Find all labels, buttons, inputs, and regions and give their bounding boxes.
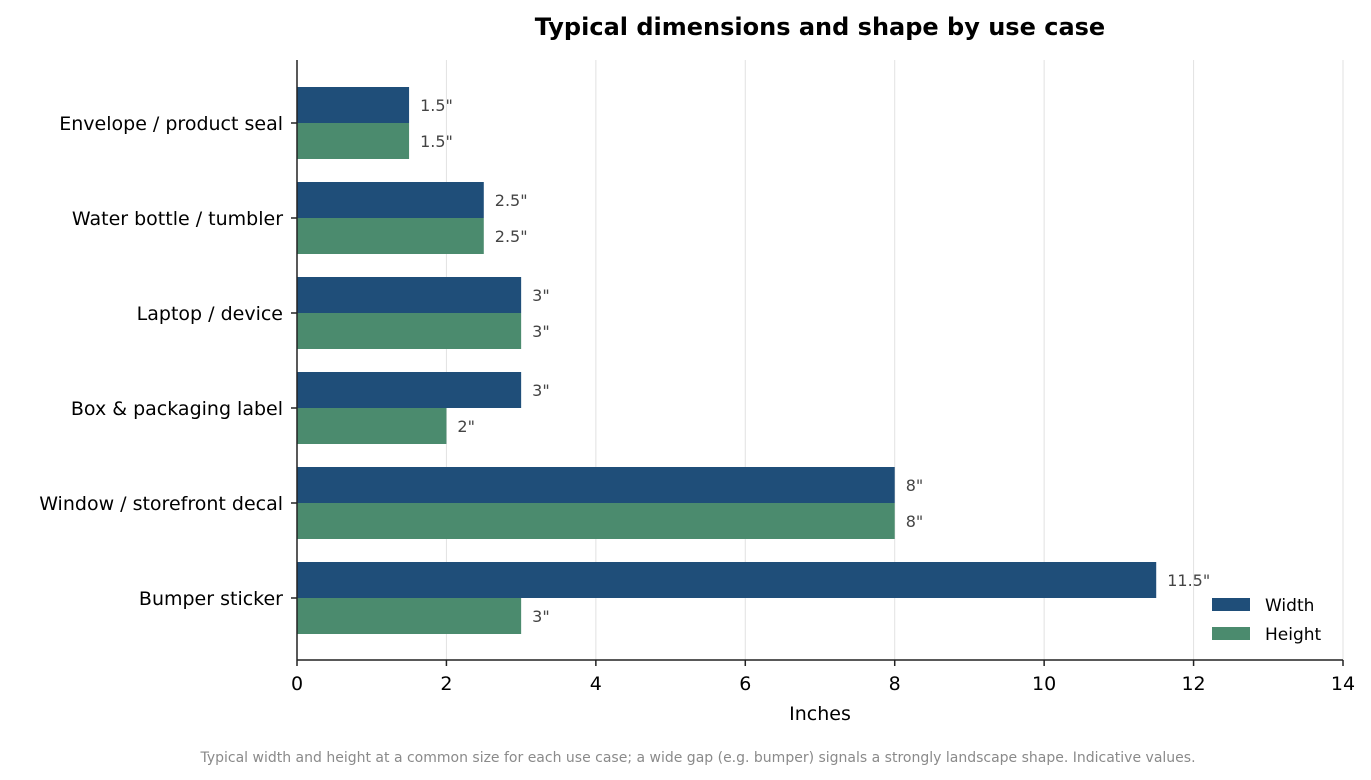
x-tick-label-10: 10 — [1032, 673, 1056, 695]
x-tick-label-8: 8 — [889, 673, 901, 695]
value-label-height-envelope-product-seal: 1.5" — [420, 132, 453, 151]
bar-height-water-bottle-tumbler — [297, 218, 484, 254]
x-tick-label-14: 14 — [1331, 673, 1355, 695]
value-labels: 1.5" 1.5" 2.5" 2.5" 3" 3" 3" 2" 8" 8" 11.5" 3" — [420, 96, 1210, 626]
legend-swatch-height — [1212, 627, 1250, 640]
bar-width-bumper-sticker — [297, 562, 1157, 598]
legend-swatch-width — [1212, 598, 1250, 611]
category-label-box-packaging-label: Box & packaging label — [71, 398, 283, 420]
bar-width-envelope-product-seal — [297, 87, 410, 123]
value-label-width-laptop-device: 3" — [532, 286, 550, 305]
x-tick-labels: 0 2 4 6 8 10 12 14 — [291, 673, 1355, 695]
bar-width-box-packaging-label — [297, 372, 522, 408]
value-label-height-laptop-device: 3" — [532, 322, 550, 341]
category-label-bumper-sticker: Bumper sticker — [139, 588, 283, 610]
legend-label-height: Height — [1265, 625, 1322, 645]
footnote: Typical width and height at a common siz… — [199, 750, 1195, 766]
bar-height-bumper-sticker — [297, 598, 522, 634]
value-label-height-bumper-sticker: 3" — [532, 607, 550, 626]
x-tick-label-2: 2 — [440, 673, 452, 695]
x-tick-label-12: 12 — [1181, 673, 1205, 695]
x-tick-label-4: 4 — [590, 673, 602, 695]
grid-lines — [445, 60, 1344, 660]
value-label-height-water-bottle-tumbler: 2.5" — [495, 227, 528, 246]
chart-title: Typical dimensions and shape by use case — [535, 13, 1105, 41]
bar-height-box-packaging-label — [297, 408, 447, 444]
category-label-water-bottle-tumbler: Water bottle / tumbler — [72, 208, 283, 230]
category-label-envelope-product-seal: Envelope / product seal — [59, 113, 283, 135]
bar-width-laptop-device — [297, 277, 522, 313]
axes — [291, 60, 1344, 666]
bar-width-water-bottle-tumbler — [297, 182, 484, 218]
bar-width-window-storefront-decal — [297, 467, 895, 503]
x-axis-title: Inches — [789, 703, 851, 725]
legend-label-width: Width — [1265, 596, 1314, 616]
x-tick-label-6: 6 — [739, 673, 751, 695]
value-label-height-window-storefront-decal: 8" — [906, 512, 924, 531]
bar-height-window-storefront-decal — [297, 503, 895, 539]
category-labels: Envelope / product seal Water bottle / tu… — [39, 113, 283, 610]
category-label-window-storefront-decal: Window / storefront decal — [39, 493, 283, 515]
category-label-laptop-device: Laptop / device — [137, 303, 283, 325]
value-label-width-box-packaging-label: 3" — [532, 381, 550, 400]
bars — [297, 87, 1157, 634]
bar-height-laptop-device — [297, 313, 522, 349]
legend: Width Height — [1212, 596, 1322, 645]
value-label-width-window-storefront-decal: 8" — [906, 476, 924, 495]
x-tick-label-0: 0 — [291, 673, 303, 695]
value-label-width-water-bottle-tumbler: 2.5" — [495, 191, 528, 210]
value-label-height-box-packaging-label: 2" — [457, 417, 475, 436]
value-label-width-bumper-sticker: 11.5" — [1167, 571, 1210, 590]
value-label-width-envelope-product-seal: 1.5" — [420, 96, 453, 115]
bar-height-envelope-product-seal — [297, 123, 410, 159]
